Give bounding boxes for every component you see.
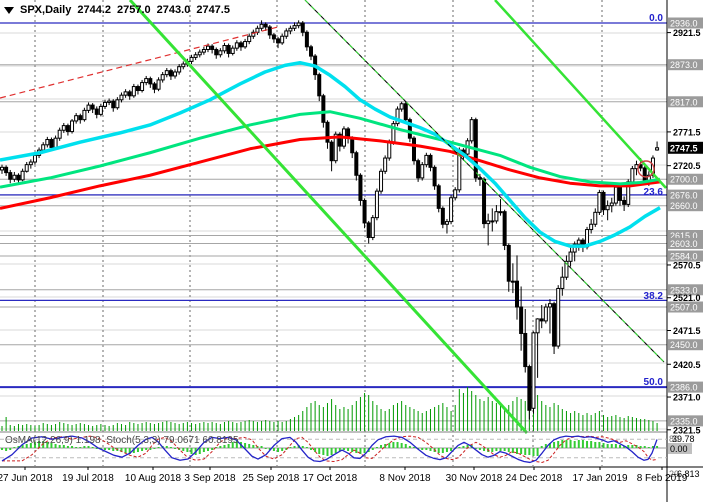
highlight-ellipse-annotation: [637, 160, 655, 178]
channel-upper-trendline: [128, 0, 529, 435]
svg-text:2507.0: 2507.0: [670, 302, 698, 312]
stoch-main-line: [1, 435, 658, 464]
svg-text:80: 80: [669, 434, 679, 444]
symbol-period-label: SPX,Daily: [20, 4, 72, 16]
svg-text:38.2: 38.2: [644, 291, 664, 302]
svg-text:2921.5: 2921.5: [673, 28, 701, 38]
date-tick-label: 17 Jan 2019: [572, 473, 627, 484]
svg-text:2471.5: 2471.5: [673, 326, 701, 336]
date-tick-label: 24 Dec 2018: [506, 473, 563, 484]
current-price-label: 2747.5: [668, 141, 703, 154]
channel-lower-trendline: [494, 0, 667, 189]
ma-medium-green-line: [0, 110, 661, 189]
date-tick-label: 3 Sep 2018: [184, 473, 236, 484]
inner-trendline-green-dash: [304, 0, 665, 363]
resistance-dashed-trendline: [0, 26, 279, 99]
chevron-down-icon[interactable]: [4, 6, 14, 14]
date-tick-label: 8 Nov 2018: [379, 473, 431, 484]
stoch-name: Stoch(5,3,3): [106, 435, 161, 446]
date-tick-label: 25 Sep 2018: [243, 473, 300, 484]
svg-text:2817.0: 2817.0: [670, 97, 698, 107]
date-tick-label: 30 Nov 2018: [446, 473, 503, 484]
svg-text:2335.0: 2335.0: [670, 416, 698, 426]
svg-text:2420.5: 2420.5: [673, 360, 701, 370]
ma-fast-cyan-line: [0, 60, 661, 248]
svg-text:0.0: 0.0: [649, 13, 663, 24]
ma-slow-red-line: [0, 135, 661, 210]
svg-text:2615.0: 2615.0: [670, 231, 698, 241]
svg-text:2676.0: 2676.0: [670, 191, 698, 201]
svg-text:2720.5: 2720.5: [673, 161, 701, 171]
date-tick-label: 10 Aug 2018: [125, 473, 182, 484]
svg-text:0.00: 0.00: [670, 444, 688, 454]
date-tick-label: 27 Jun 2018: [0, 473, 53, 484]
svg-text:2700.0: 2700.0: [670, 175, 698, 185]
oscillator-label: OsMA(12,26,9) 1.198 Stoch(5,3,3) 79.0671…: [5, 435, 239, 446]
svg-text:2873.0: 2873.0: [670, 60, 698, 70]
svg-text:2660.0: 2660.0: [670, 201, 698, 211]
svg-text:2584.0: 2584.0: [670, 252, 698, 262]
stoch-signal-line: [2, 435, 658, 463]
quote-high: 2757.0: [117, 4, 151, 16]
fibonacci-lines: [0, 22, 667, 389]
svg-text:2771.5: 2771.5: [673, 127, 701, 137]
svg-text:2521.0: 2521.0: [673, 293, 701, 303]
volume-histogram: [1, 387, 658, 431]
svg-text:-6.813: -6.813: [674, 469, 700, 479]
date-tick-label: 19 Jul 2018: [62, 473, 114, 484]
svg-text:2603.0: 2603.0: [670, 239, 698, 249]
svg-text:2936.0: 2936.0: [670, 19, 698, 29]
svg-text:23.6: 23.6: [644, 187, 664, 198]
svg-text:2450.0: 2450.0: [670, 340, 698, 350]
svg-text:2371.0: 2371.0: [673, 393, 701, 403]
svg-text:2321.5: 2321.5: [673, 425, 701, 435]
svg-text:50.0: 50.0: [644, 377, 664, 388]
quote-close: 2747.5: [196, 4, 230, 16]
svg-text:20: 20: [669, 469, 679, 479]
svg-text:2533.0: 2533.0: [670, 285, 698, 295]
oscillator-panel: [0, 435, 667, 464]
quote-open: 2744.2: [77, 4, 112, 16]
quote-header: SPX,Daily 2744.2 2757.0 2743.0 2747.5: [4, 4, 230, 16]
date-tick-label: 8 Feb 2019: [637, 473, 688, 484]
date-axis: 27 Jun 2018 19 Jul 2018 10 Aug 2018 3 Sep 2…: [0, 467, 688, 484]
osma-value: 1.198: [75, 435, 101, 446]
svg-text:39.78: 39.78: [672, 434, 695, 444]
quote-low: 2743.0: [156, 4, 191, 16]
svg-text:2570.5: 2570.5: [673, 260, 701, 270]
svg-text:2747.5: 2747.5: [670, 143, 698, 153]
stoch-signal-value: 60.8195: [202, 435, 239, 446]
date-tick-label: 17 Oct 2018: [303, 473, 358, 484]
fibonacci-labels: 0.0 23.6 38.2 50.0: [644, 13, 664, 388]
svg-text:2386.0: 2386.0: [670, 383, 698, 393]
stoch-main-value: 79.0671: [163, 435, 200, 446]
osma-name: OsMA(12,26,9): [5, 435, 73, 446]
